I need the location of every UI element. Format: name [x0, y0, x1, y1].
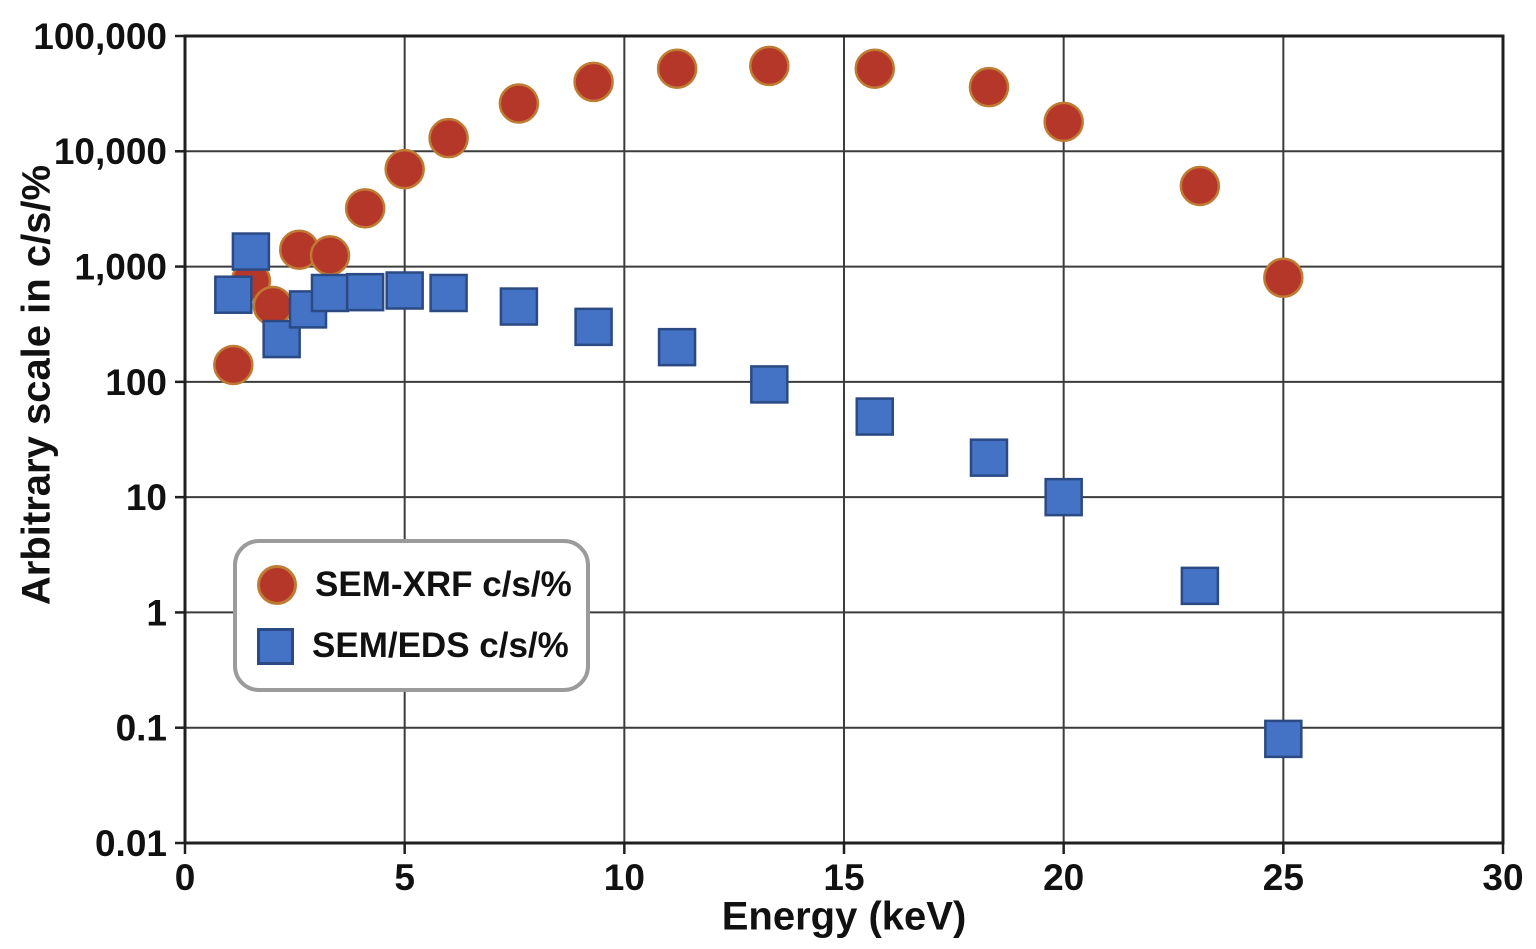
data-point-sem-eds	[1264, 719, 1303, 759]
data-point-sem-xrf	[854, 48, 896, 89]
data-point-sem-xrf	[309, 235, 351, 276]
y-tick-label: 10,000	[54, 131, 167, 172]
data-point-sem-xrf	[573, 61, 614, 103]
legend: SEM-XRF c/s/% SEM/EDS c/s/%	[233, 539, 590, 692]
x-tick-label: 0	[175, 857, 196, 898]
x-tick-label: 30	[1482, 857, 1523, 898]
data-point-sem-eds	[969, 438, 1009, 477]
data-point-sem-xrf	[498, 83, 540, 124]
data-point-sem-xrf	[656, 48, 698, 89]
data-point-sem-eds	[574, 307, 613, 347]
y-tick-label: 1,000	[74, 247, 167, 288]
y-tick-label: 1	[146, 592, 167, 633]
y-tick-label: 0.01	[95, 823, 167, 864]
data-point-sem-eds	[1180, 566, 1220, 606]
legend-item-sem-eds: SEM/EDS c/s/%	[257, 626, 586, 666]
x-axis-title: Energy (keV)	[721, 894, 967, 939]
data-point-sem-eds	[657, 327, 697, 367]
data-point-sem-xrf	[1043, 101, 1084, 143]
data-point-sem-eds	[429, 273, 468, 313]
y-tick-label: 100,000	[33, 16, 167, 57]
x-tick-label: 10	[604, 857, 645, 898]
y-tick-label: 0.1	[116, 708, 167, 749]
sem-xrf-circle-icon	[257, 564, 297, 605]
plot-border	[183, 34, 1505, 845]
data-point-sem-xrf	[1179, 165, 1221, 207]
data-point-sem-xrf	[213, 344, 254, 386]
data-point-sem-xrf	[344, 188, 386, 229]
x-tick-label: 20	[1043, 857, 1084, 898]
data-point-sem-xrf	[968, 66, 1010, 108]
data-point-sem-eds	[855, 397, 895, 436]
legend-item-sem-xrf: SEM-XRF c/s/%	[257, 564, 586, 605]
data-point-sem-eds	[310, 273, 350, 313]
x-tick-label: 15	[823, 857, 864, 898]
x-tick-label: 5	[394, 857, 415, 898]
data-point-sem-eds	[499, 287, 539, 326]
data-point-sem-eds	[231, 232, 271, 271]
data-point-sem-eds	[750, 365, 789, 404]
data-point-sem-eds	[345, 272, 385, 312]
legend-label-sem-eds: SEM/EDS c/s/%	[312, 626, 569, 666]
data-point-sem-xrf	[252, 285, 294, 327]
data-point-sem-xrf	[1263, 257, 1304, 298]
x-tick-label: 25	[1263, 857, 1304, 898]
y-tick-label: 100	[105, 362, 167, 403]
data-point-sem-eds	[1044, 477, 1083, 517]
data-point-sem-xrf	[384, 148, 425, 190]
sem-eds-square-icon	[257, 627, 294, 665]
legend-label-sem-xrf: SEM-XRF c/s/%	[315, 564, 572, 604]
data-point-sem-xrf	[428, 117, 469, 159]
y-tick-label: 10	[126, 477, 167, 518]
data-point-sem-eds	[214, 275, 253, 314]
y-axis-title: Arbitrary scale in c/s/%	[14, 164, 59, 606]
data-point-sem-eds	[385, 271, 424, 310]
data-point-sem-xrf	[749, 45, 790, 87]
